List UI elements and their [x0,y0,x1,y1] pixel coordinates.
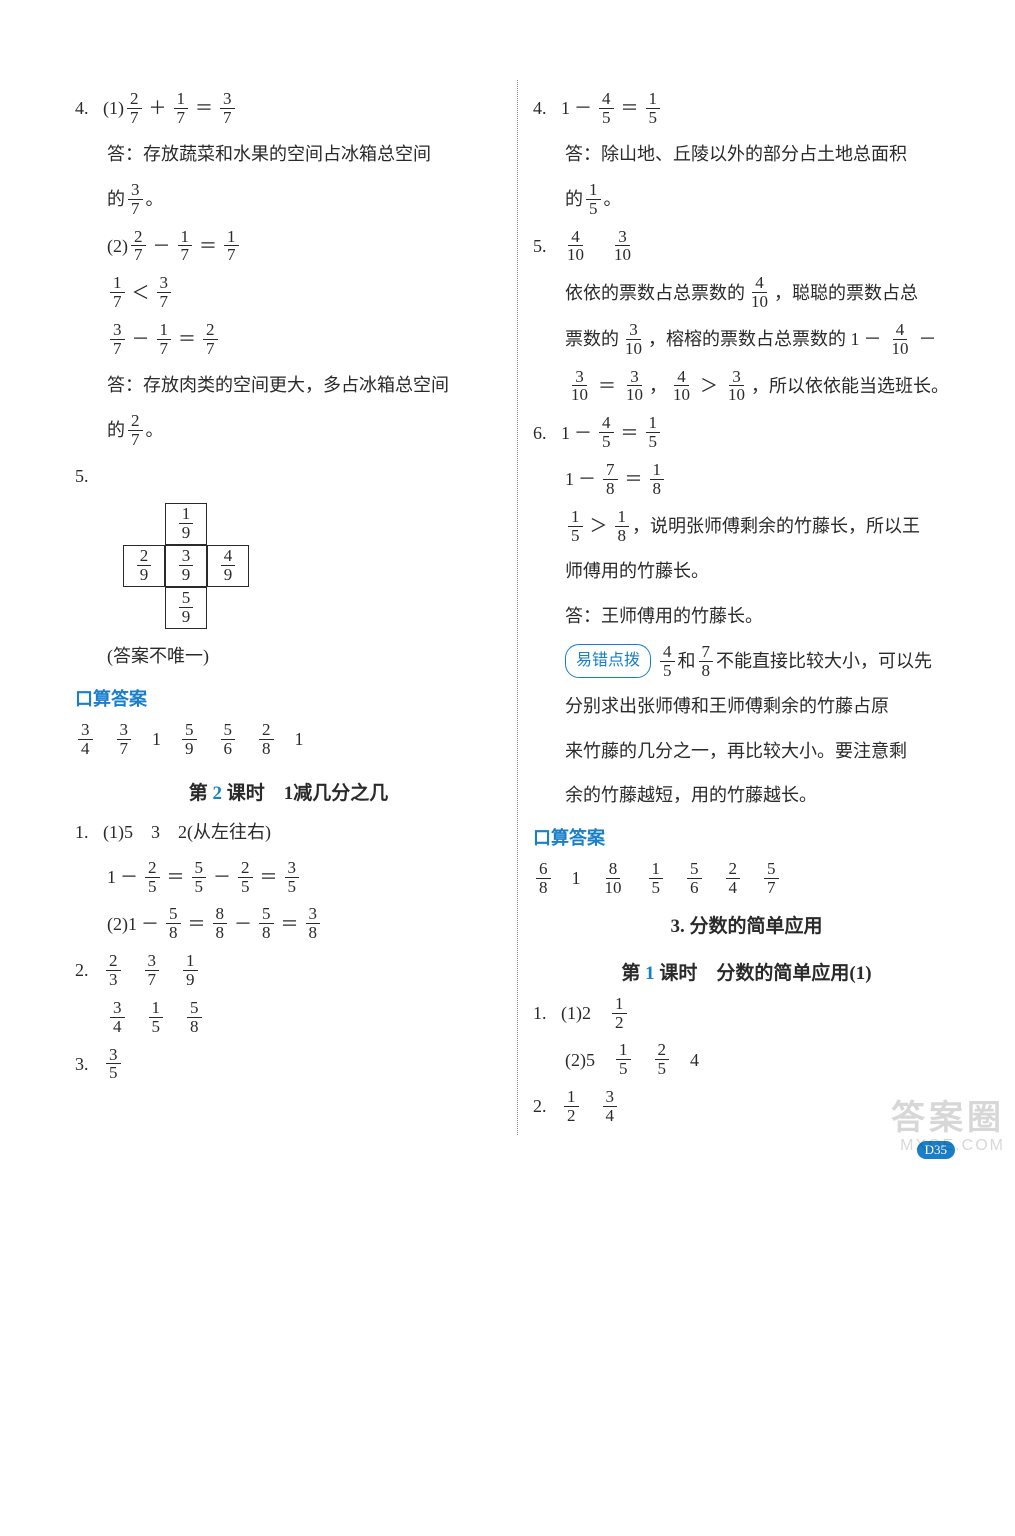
page: 4. (1) 27 ＋ 17 ＝ 37 答：存放蔬菜和水果的空间占冰箱总空间 的… [0,0,1015,1165]
r-q4: 4. 1 － 45 ＝ 15 [533,90,960,127]
frac: 56 [221,721,236,758]
tip-line3: 来竹藤的几分之一，再比较大小。要注意剩 [565,734,960,768]
cross-diagram: 19 29 39 49 59 [123,503,502,629]
right-column: 4. 1 － 45 ＝ 15 答：除山地、丘陵以外的部分占土地总面积 的 15 … [518,80,975,1135]
frac: 27 [128,412,143,449]
section3-title: 3. 分数的简单应用 [533,911,960,938]
tip-line2: 分别求出张师傅和王师傅剩余的竹藤占原 [565,689,960,723]
q4-p2: (2) 27 － 17 ＝ 17 [107,228,502,265]
frac: 17 [157,321,172,358]
frac: 59 [182,721,197,758]
frac: 37 [220,90,235,127]
section3-lesson: 第 1 课时 分数的简单应用(1) [533,958,960,985]
tip-line1: 易错点拨 45 和 78 不能直接比较大小，可以先 [565,643,960,680]
l2-q2-r2: 34 15 58 [107,999,502,1036]
l2-q2-r1: 2. 23 37 19 [75,952,502,989]
q4-eq3: 37 － 17 ＝ 27 [107,321,502,358]
l2-q3: 3. 35 [75,1046,502,1083]
q5-note: (答案不唯一) [107,639,502,673]
oral-row-left: 34 37 1 59 56 28 1 [75,721,502,758]
s3-q2: 2. 12 34 [533,1088,960,1125]
frac: 27 [131,228,146,265]
s3-q1-p1: 1. (1) 2 12 [533,995,960,1032]
frac: 17 [174,90,189,127]
cross-right: 49 [207,545,249,587]
frac: 37 [117,721,132,758]
q4-number: 4. [75,91,103,125]
cross-center: 39 [165,545,207,587]
tip-badge: 易错点拨 [565,644,651,678]
r-q5-head: 5. 410 310 [533,228,960,265]
frac: 17 [178,228,193,265]
page-badge: D35 [917,1141,955,1159]
q4-cmp: 17 ＜ 37 [107,274,502,311]
r-q5-l3: 310 ＝ 310 ， 410 ＞ 310 ，所以依依能当选班长。 [565,368,960,405]
q4-line1: 4. (1) 27 ＋ 17 ＝ 37 [75,90,502,127]
r-q4-ans-a: 答：除山地、丘陵以外的部分占土地总面积 [565,137,960,171]
frac: 28 [259,721,274,758]
oral-title-left: 口算答案 [75,685,502,711]
r-q6-cmp2: 师傅用的竹藤长。 [565,554,960,588]
cross-bottom: 59 [165,587,207,629]
l2-q1-eq1: 1 － 25 ＝ 55 － 25 ＝ 35 [107,859,502,896]
r-q5-l1: 依依的票数占总票数的 410 ，聪聪的票数占总 [565,274,960,311]
left-column: 4. (1) 27 ＋ 17 ＝ 37 答：存放蔬菜和水果的空间占冰箱总空间 的… [60,80,518,1135]
tip-line4: 余的竹藤越短，用的竹藤越长。 [565,778,960,812]
r-q6-eq1: 6. 1 － 45 ＝ 15 [533,414,960,451]
l2-q1-eq2: (2) 1 － 58 ＝ 88 － 58 ＝ 38 [107,905,502,942]
cross-top: 19 [165,503,207,545]
r-q5-l2: 票数的 310 ，榕榕的票数占总票数的 1 － 410 － [565,321,960,358]
l2-q1-p1: 1. (1) 5 3 2(从左往右) [75,815,502,849]
frac: 37 [157,274,172,311]
frac: 17 [110,274,125,311]
r-q6-cmp: 15 ＞ 18 ，说明张师傅剩余的竹藤长，所以王 [565,508,960,545]
frac: 27 [203,321,218,358]
q4-ans2-b: 的 27 。 [107,412,502,449]
r-q6-eq2: 1 － 78 ＝ 18 [565,461,960,498]
oral-row-right: 68 1 810 15 56 24 57 [533,860,960,897]
q4-ans2-a: 答：存放肉类的空间更大，多占冰箱总空间 [107,368,502,402]
frac: 34 [78,721,93,758]
q5-number-row: 5. [75,459,502,493]
s3-q1-p2: (2) 5 15 25 4 [565,1041,960,1078]
q4-ans1-b: 的 37 。 [107,181,502,218]
oral-title-right: 口算答案 [533,824,960,850]
r-q6-ans: 答：王师傅用的竹藤长。 [565,599,960,633]
cross-left: 29 [123,545,165,587]
frac: 37 [110,321,125,358]
frac: 17 [224,228,239,265]
q4-ans1-a: 答：存放蔬菜和水果的空间占冰箱总空间 [107,137,502,171]
r-q4-ans-b: 的 15 。 [565,181,960,218]
q5-number: 5. [75,459,103,493]
frac: 27 [127,90,142,127]
q4-p1-label: (1) [103,91,124,125]
frac: 37 [128,181,143,218]
lesson2-heading: 第 2 课时 1减几分之几 [75,778,502,805]
page-footer: D35 [917,1141,955,1159]
